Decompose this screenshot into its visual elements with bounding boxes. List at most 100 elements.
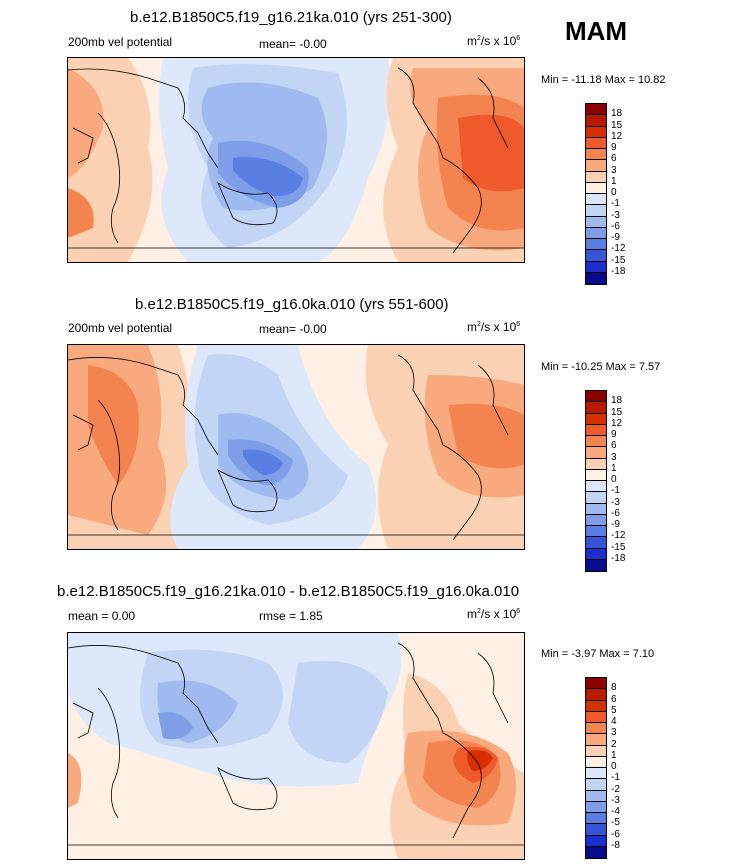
- colorbar-swatch: [586, 504, 606, 515]
- colorbar-label: 18: [611, 396, 622, 406]
- colorbar-swatch: [586, 746, 606, 757]
- colorbar-swatch: [586, 560, 606, 571]
- panel-3-left-label: mean = 0.00: [68, 609, 135, 623]
- colorbar-label: -6: [611, 830, 620, 840]
- colorbar-swatch: [586, 436, 606, 447]
- colorbar-label: 2: [611, 740, 617, 750]
- colorbar-swatch: [586, 414, 606, 425]
- colorbar-label: -3: [611, 498, 620, 508]
- colorbar-swatch: [586, 262, 606, 273]
- colorbar-swatch: [586, 492, 606, 503]
- colorbar-swatch: [586, 228, 606, 239]
- colorbar-swatch: [586, 712, 606, 723]
- colorbar-label: 1: [611, 464, 617, 474]
- colorbar-label: -15: [611, 256, 625, 266]
- colorbar-swatch: [586, 678, 606, 689]
- colorbar-label: 1: [611, 177, 617, 187]
- colorbar-swatch: [586, 802, 606, 813]
- colorbar-swatch: [586, 217, 606, 228]
- colorbar-swatch: [586, 127, 606, 138]
- colorbar-label: -9: [611, 520, 620, 530]
- colorbar-swatch: [586, 391, 606, 402]
- colorbar-label: 1: [611, 751, 617, 761]
- colorbar-swatch: [586, 549, 606, 560]
- colorbar-label: 6: [611, 441, 617, 451]
- panel-2-minmax: Min = -10.25 Max = 7.57: [541, 361, 660, 373]
- colorbar-label: -18: [611, 554, 625, 564]
- season-label: MAM: [565, 16, 627, 47]
- colorbar-label: 8: [611, 683, 617, 693]
- panel-1-center-label: mean= -0.00: [259, 37, 327, 51]
- colorbar-swatch: [586, 183, 606, 194]
- colorbar-swatch: [586, 273, 606, 284]
- colorbar-swatch: [586, 402, 606, 413]
- panel-1-left-label: 200mb vel potential: [68, 35, 172, 49]
- panel-2-title: b.e12.B1850C5.f19_g16.0ka.010 (yrs 551-6…: [135, 296, 449, 313]
- panel-1-colorbar: [585, 103, 607, 285]
- colorbar-label: 9: [611, 430, 617, 440]
- colorbar-label: 6: [611, 154, 617, 164]
- panel-3-minmax: Min = -3.97 Max = 7.10: [541, 648, 654, 660]
- colorbar-label: 6: [611, 695, 617, 705]
- colorbar-swatch: [586, 104, 606, 115]
- colorbar-swatch: [586, 701, 606, 712]
- colorbar-swatch: [586, 470, 606, 481]
- colorbar-label: -5: [611, 818, 620, 828]
- colorbar-label: 12: [611, 419, 622, 429]
- panel-3-units: m2/s x 106: [467, 607, 520, 621]
- colorbar-swatch: [586, 250, 606, 261]
- colorbar-swatch: [586, 779, 606, 790]
- colorbar-label: 9: [611, 143, 617, 153]
- colorbar-swatch: [586, 813, 606, 824]
- colorbar-swatch: [586, 847, 606, 858]
- colorbar-swatch: [586, 205, 606, 216]
- panel-2-left-label: 200mb vel potential: [68, 321, 172, 335]
- colorbar-label: 0: [611, 762, 617, 772]
- panel-2-units: m2/s x 106: [467, 320, 520, 334]
- panel-2-center-label: mean= -0.00: [259, 322, 327, 336]
- colorbar-label: 3: [611, 728, 617, 738]
- colorbar-label: -18: [611, 267, 625, 277]
- colorbar-swatch: [586, 791, 606, 802]
- panel-1-title: b.e12.B1850C5.f19_g16.21ka.010 (yrs 251-…: [130, 9, 452, 26]
- colorbar-swatch: [586, 425, 606, 436]
- colorbar-label: -3: [611, 211, 620, 221]
- colorbar-swatch: [586, 836, 606, 847]
- colorbar-label: -8: [611, 841, 620, 851]
- colorbar-label: 0: [611, 475, 617, 485]
- colorbar-swatch: [586, 723, 606, 734]
- colorbar-label: -1: [611, 199, 620, 209]
- colorbar-label: 15: [611, 121, 622, 131]
- colorbar-swatch: [586, 149, 606, 160]
- colorbar-label: 3: [611, 453, 617, 463]
- colorbar-label: -12: [611, 244, 625, 254]
- panel-3-title: b.e12.B1850C5.f19_g16.21ka.010 - b.e12.B…: [57, 583, 519, 600]
- colorbar-label: -9: [611, 233, 620, 243]
- colorbar-label: 3: [611, 166, 617, 176]
- colorbar-label: -3: [611, 796, 620, 806]
- colorbar-swatch: [586, 481, 606, 492]
- colorbar-label: -15: [611, 543, 625, 553]
- colorbar-swatch: [586, 115, 606, 126]
- colorbar-swatch: [586, 824, 606, 835]
- panel-2-colorbar: [585, 390, 607, 572]
- colorbar-swatch: [586, 447, 606, 458]
- colorbar-label: 15: [611, 408, 622, 418]
- colorbar-label: -12: [611, 531, 625, 541]
- colorbar-swatch: [586, 160, 606, 171]
- colorbar-swatch: [586, 172, 606, 183]
- colorbar-label: 4: [611, 717, 617, 727]
- colorbar-label: -1: [611, 486, 620, 496]
- colorbar-swatch: [586, 515, 606, 526]
- colorbar-label: 12: [611, 132, 622, 142]
- colorbar-swatch: [586, 757, 606, 768]
- panel-3-center-label: rmse = 1.85: [259, 609, 323, 623]
- colorbar-swatch: [586, 138, 606, 149]
- panel-1-units: m2/s x 106: [467, 34, 520, 48]
- colorbar-swatch: [586, 194, 606, 205]
- colorbar-label: -6: [611, 509, 620, 519]
- colorbar-label: -1: [611, 773, 620, 783]
- colorbar-label: 5: [611, 706, 617, 716]
- colorbar-label: 18: [611, 109, 622, 119]
- panel-1-minmax: Min = -11.18 Max = 10.82: [541, 74, 666, 86]
